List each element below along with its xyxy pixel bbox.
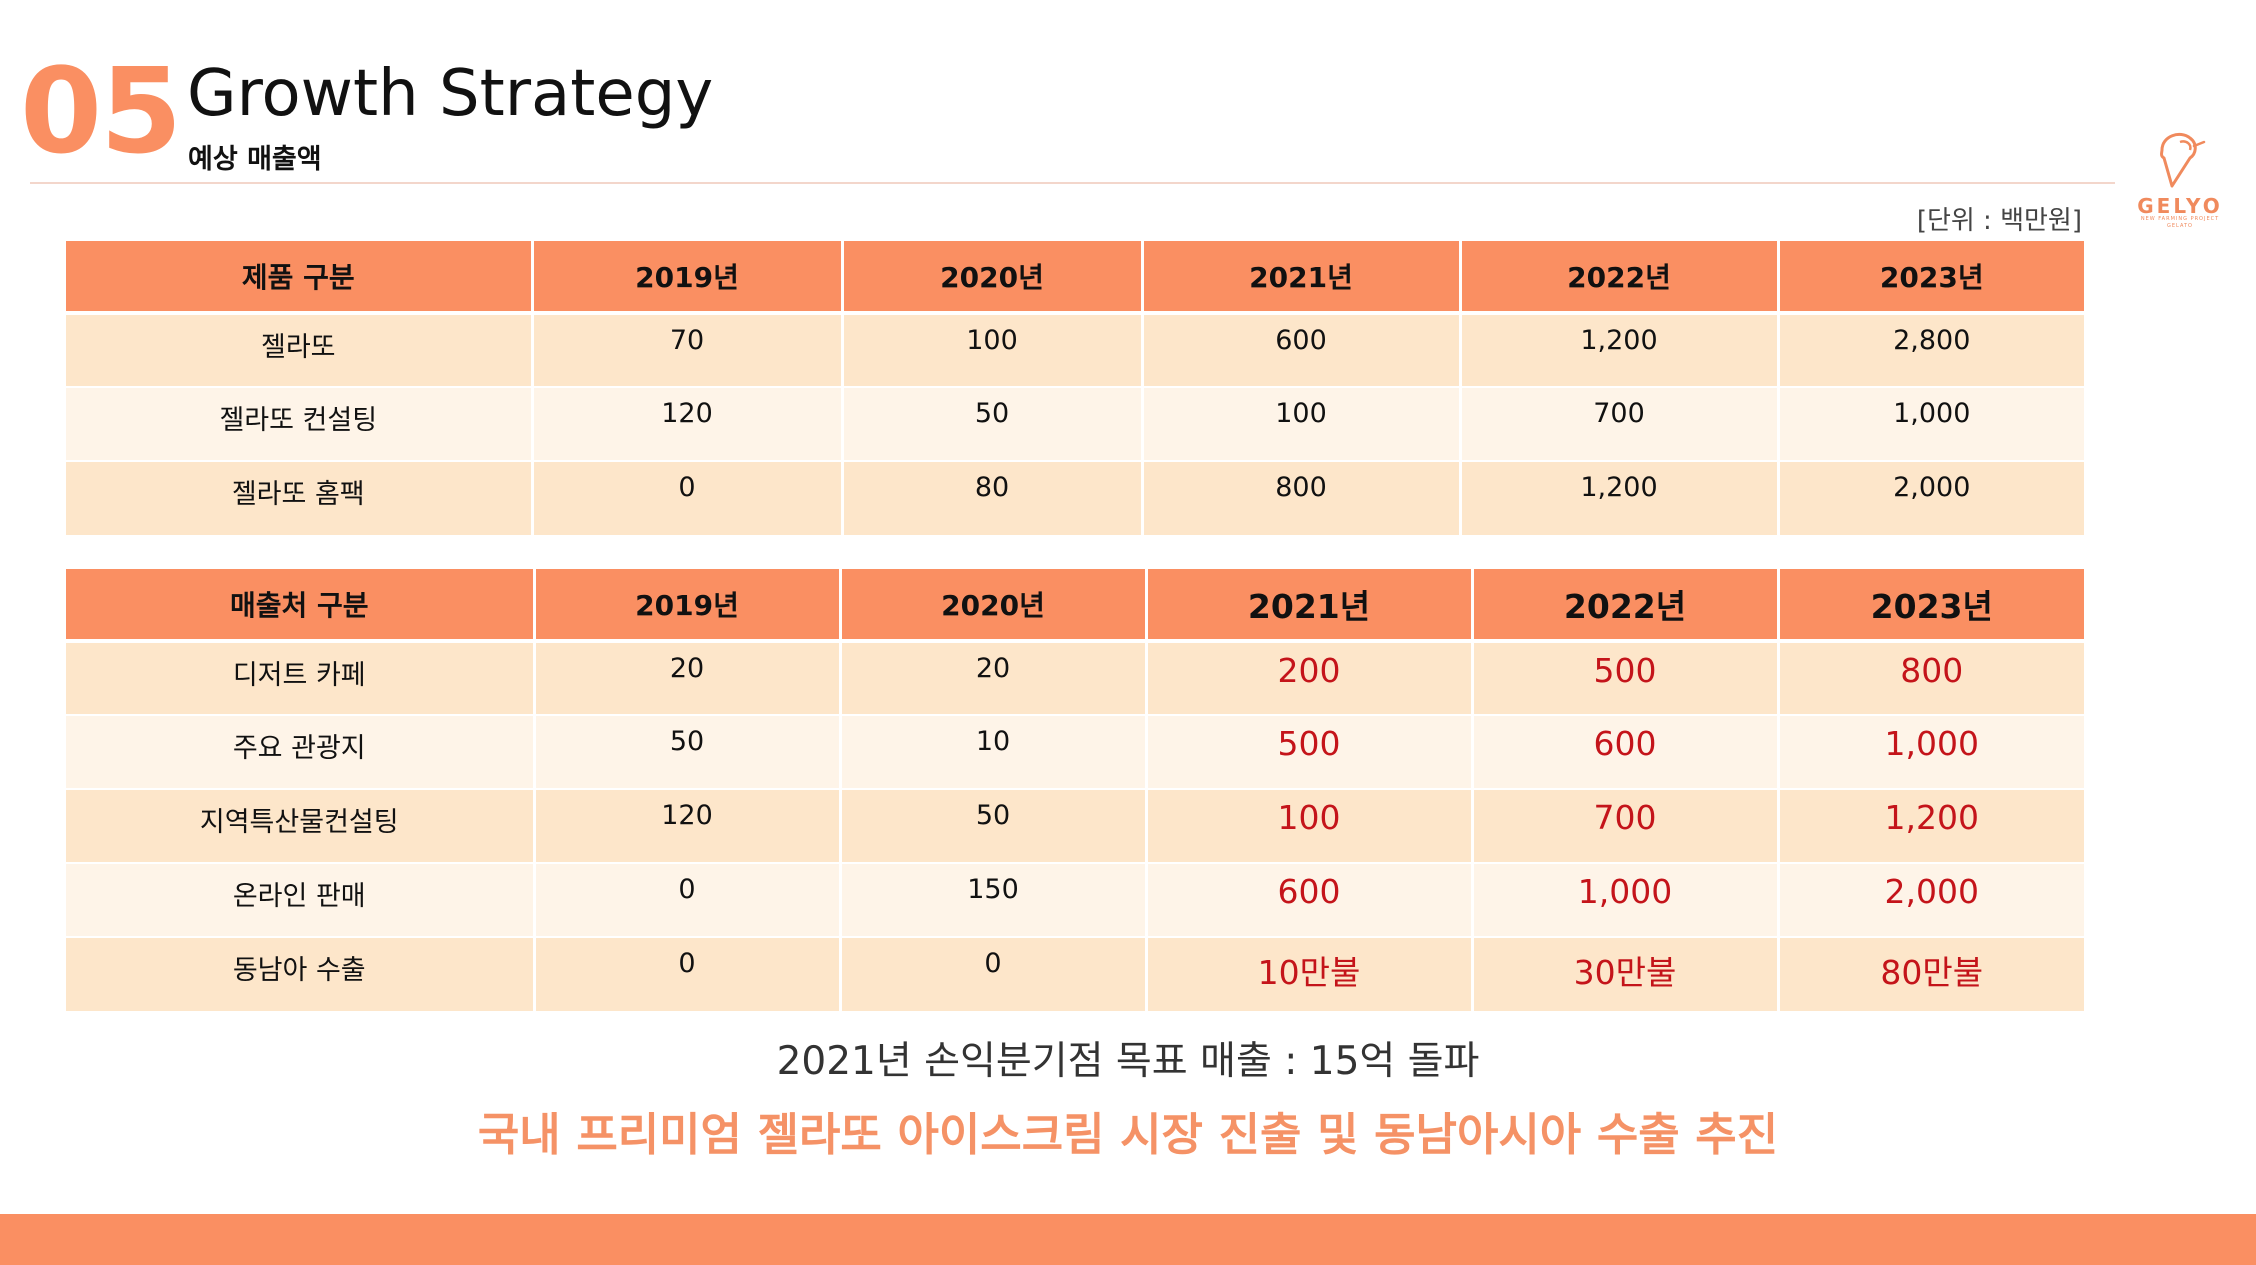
unit-label: [단위 : 백만원] bbox=[1916, 206, 2082, 236]
table-header-row: 매출처 구분 2019년 2020년 2021년 2022년 2023년 bbox=[66, 569, 2084, 643]
table-cell: 10만불 bbox=[1144, 936, 1474, 1011]
table-cell: 600 bbox=[1144, 862, 1474, 937]
row-label: 지역특산물컨설팅 bbox=[66, 788, 536, 863]
table-cell: 200 bbox=[1144, 640, 1474, 715]
table-row: 디저트 카페 20 20 200 500 800 bbox=[66, 640, 2084, 715]
table-cell: 1,000 bbox=[1470, 862, 1780, 937]
brand-logo: GELYO NEW FARMING PROJECT GELATO bbox=[2130, 128, 2230, 230]
row-label: 동남아 수출 bbox=[66, 936, 536, 1011]
table-cell: 0 bbox=[530, 460, 844, 535]
table-cell: 100 bbox=[1140, 386, 1462, 461]
table-cell: 100 bbox=[1144, 788, 1474, 863]
column-header: 2022년 bbox=[1458, 241, 1780, 315]
table-row: 온라인 판매 0 150 600 1,000 2,000 bbox=[66, 862, 2084, 937]
ice-cream-logo-icon bbox=[2160, 133, 2206, 188]
table-cell: 600 bbox=[1140, 312, 1462, 387]
table-cell: 1,200 bbox=[1458, 460, 1780, 535]
table-header-row: 제품 구분 2019년 2020년 2021년 2022년 2023년 bbox=[66, 241, 2084, 315]
row-label: 젤라또 컨설팅 bbox=[66, 386, 534, 461]
row-label: 주요 관광지 bbox=[66, 714, 536, 789]
section-number: 05 bbox=[20, 42, 182, 180]
table-cell: 2,000 bbox=[1776, 460, 2084, 535]
table-cell: 600 bbox=[1470, 714, 1780, 789]
logo-text: GELYO bbox=[2137, 194, 2223, 218]
table-cell: 800 bbox=[1140, 460, 1462, 535]
column-header: 2021년 bbox=[1140, 241, 1462, 315]
table-cell: 1,200 bbox=[1458, 312, 1780, 387]
table-cell: 20 bbox=[532, 640, 842, 715]
column-header: 2021년 bbox=[1144, 569, 1474, 643]
table-row: 지역특산물컨설팅 120 50 100 700 1,200 bbox=[66, 788, 2084, 863]
table-cell: 80 bbox=[840, 460, 1144, 535]
column-header: 제품 구분 bbox=[66, 241, 534, 315]
table-cell: 20 bbox=[838, 640, 1148, 715]
table-cell: 700 bbox=[1470, 788, 1780, 863]
table-row: 동남아 수출 0 0 10만불 30만불 80만불 bbox=[66, 936, 2084, 1011]
table-row: 젤라또 홈팩 0 80 800 1,200 2,000 bbox=[66, 460, 2084, 535]
table-cell: 80만불 bbox=[1776, 936, 2084, 1011]
page-subtitle: 예상 매출액 bbox=[188, 144, 322, 175]
table-cell: 50 bbox=[838, 788, 1148, 863]
row-label: 디저트 카페 bbox=[66, 640, 536, 715]
logo-tagline: NEW FARMING PROJECT bbox=[2140, 216, 2220, 222]
table-cell: 2,800 bbox=[1776, 312, 2084, 387]
table-cell: 50 bbox=[840, 386, 1144, 461]
row-label: 젤라또 bbox=[66, 312, 534, 387]
table-cell: 0 bbox=[838, 936, 1148, 1011]
table-cell: 1,200 bbox=[1776, 788, 2084, 863]
row-label: 온라인 판매 bbox=[66, 862, 536, 937]
table-cell: 500 bbox=[1470, 640, 1780, 715]
table-cell: 10 bbox=[838, 714, 1148, 789]
column-header: 2020년 bbox=[838, 569, 1148, 643]
logo-small-text: GELATO bbox=[2167, 223, 2193, 229]
page-title: Growth Strategy bbox=[187, 57, 714, 131]
table-cell: 700 bbox=[1458, 386, 1780, 461]
column-header: 2019년 bbox=[530, 241, 844, 315]
row-label: 젤라또 홈팩 bbox=[66, 460, 534, 535]
table-cell: 0 bbox=[532, 862, 842, 937]
table-cell: 120 bbox=[532, 788, 842, 863]
table-cell: 30만불 bbox=[1470, 936, 1780, 1011]
table-cell: 50 bbox=[532, 714, 842, 789]
product-sales-table: 제품 구분 2019년 2020년 2021년 2022년 2023년 젤라또 … bbox=[66, 241, 2084, 535]
table-cell: 1,000 bbox=[1776, 714, 2084, 789]
column-header: 2022년 bbox=[1470, 569, 1780, 643]
strategy-headline: 국내 프리미엄 젤라또 아이스크림 시장 진출 및 동남아시아 수출 추진 bbox=[477, 1108, 1779, 1161]
column-header: 2023년 bbox=[1776, 569, 2084, 643]
table-cell: 100 bbox=[840, 312, 1144, 387]
header-divider bbox=[30, 182, 2115, 184]
column-header: 2019년 bbox=[532, 569, 842, 643]
table-cell: 150 bbox=[838, 862, 1148, 937]
table-row: 젤라또 70 100 600 1,200 2,800 bbox=[66, 312, 2084, 387]
break-even-note: 2021년 손익분기점 목표 매출 : 15억 돌파 bbox=[776, 1039, 1480, 1084]
table-cell: 2,000 bbox=[1776, 862, 2084, 937]
table-cell: 1,000 bbox=[1776, 386, 2084, 461]
table-cell: 0 bbox=[532, 936, 842, 1011]
table-cell: 70 bbox=[530, 312, 844, 387]
column-header: 2020년 bbox=[840, 241, 1144, 315]
table-cell: 800 bbox=[1776, 640, 2084, 715]
column-header: 2023년 bbox=[1776, 241, 2084, 315]
column-header: 매출처 구분 bbox=[66, 569, 536, 643]
table-row: 주요 관광지 50 10 500 600 1,000 bbox=[66, 714, 2084, 789]
table-cell: 120 bbox=[530, 386, 844, 461]
channel-sales-table: 매출처 구분 2019년 2020년 2021년 2022년 2023년 디저트… bbox=[66, 569, 2084, 1011]
footer-bar bbox=[0, 1214, 2256, 1265]
table-row: 젤라또 컨설팅 120 50 100 700 1,000 bbox=[66, 386, 2084, 461]
table-cell: 500 bbox=[1144, 714, 1474, 789]
